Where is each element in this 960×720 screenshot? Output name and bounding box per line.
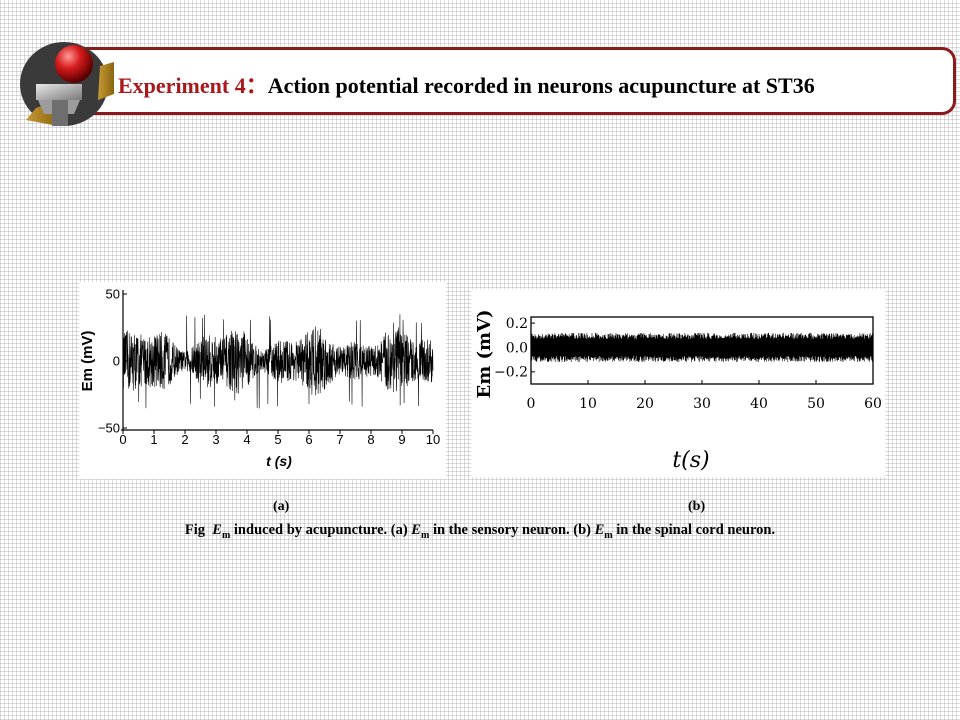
x-tick-label: 2 (181, 432, 188, 447)
x-tick-label: 0 (527, 396, 536, 412)
x-tick-label: 5 (274, 432, 281, 447)
x-tick-label: 3 (212, 432, 219, 447)
figure-caption: Fig Em induced by acupuncture. (a) Em in… (0, 522, 960, 541)
caption-sub-1: m (221, 529, 231, 541)
panel-label-b: (b) (688, 499, 706, 514)
x-tick-label: 10 (426, 432, 440, 447)
abstract-sphere-logo-icon (20, 42, 114, 126)
signal-trace (530, 332, 874, 363)
chart-panel-b: 0 10 20 30 40 50 60 0.2 0.0 −0.2 t(s) Em (mV) (471, 289, 885, 477)
title-bar (60, 47, 956, 115)
caption-var-3: E (594, 522, 605, 538)
caption-fig: Fig (184, 522, 206, 538)
x-tick-label: 8 (367, 432, 374, 447)
x-tick-label: 20 (636, 396, 654, 412)
x-tick-label: 7 (336, 432, 343, 447)
title-main: Action potential recorded in neurons acu… (267, 73, 815, 98)
chart-panel-a: 0 1 2 3 4 5 6 7 8 9 10 50 0 −50 t (s) Em (mV) (79, 282, 446, 479)
title-prefix: Experiment 4： (118, 73, 268, 98)
panel-label-a: (a) (273, 499, 290, 514)
x-tick-label: 50 (807, 396, 825, 412)
x-axis-label: t (s) (266, 453, 292, 469)
x-tick-label: 9 (398, 432, 405, 447)
y-tick-label: 0.0 (506, 340, 528, 356)
chart-b-svg: 0 10 20 30 40 50 60 0.2 0.0 −0.2 t(s) Em (mV) (474, 309, 882, 473)
caption-part-1: induced by acupuncture. (a) (233, 522, 408, 538)
x-axis-label: t(s) (672, 448, 709, 473)
caption-part-2: in the sensory neuron. (b) (432, 522, 591, 538)
x-tick-label: 0 (119, 432, 126, 447)
y-tick-label: 50 (106, 287, 120, 302)
y-tick-label: −0.2 (494, 365, 528, 381)
caption-var-2: E (411, 522, 421, 538)
x-tick-label: 30 (693, 396, 711, 412)
x-tick-label: 10 (579, 396, 597, 412)
y-tick-label: −50 (98, 421, 120, 436)
x-tick-label: 1 (150, 432, 157, 447)
y-tick-label: 0.2 (506, 316, 528, 332)
x-tick-label: 6 (305, 432, 312, 447)
y-axis-label: Em (mV) (79, 331, 96, 392)
x-tick-label: 60 (864, 396, 882, 412)
y-axis-label: Em (mV) (474, 309, 495, 398)
caption-sub-2: m (420, 529, 430, 541)
signal-trace (122, 314, 434, 409)
y-tick-label: 0 (113, 354, 120, 369)
caption-var-1: E (212, 522, 222, 538)
x-tick-label: 40 (750, 396, 768, 412)
page-title: Experiment 4：Action potential recorded i… (118, 68, 960, 100)
caption-sub-3: m (604, 529, 613, 541)
caption-part-3: in the spinal cord neuron. (616, 522, 776, 538)
x-tick-label: 4 (243, 432, 250, 447)
